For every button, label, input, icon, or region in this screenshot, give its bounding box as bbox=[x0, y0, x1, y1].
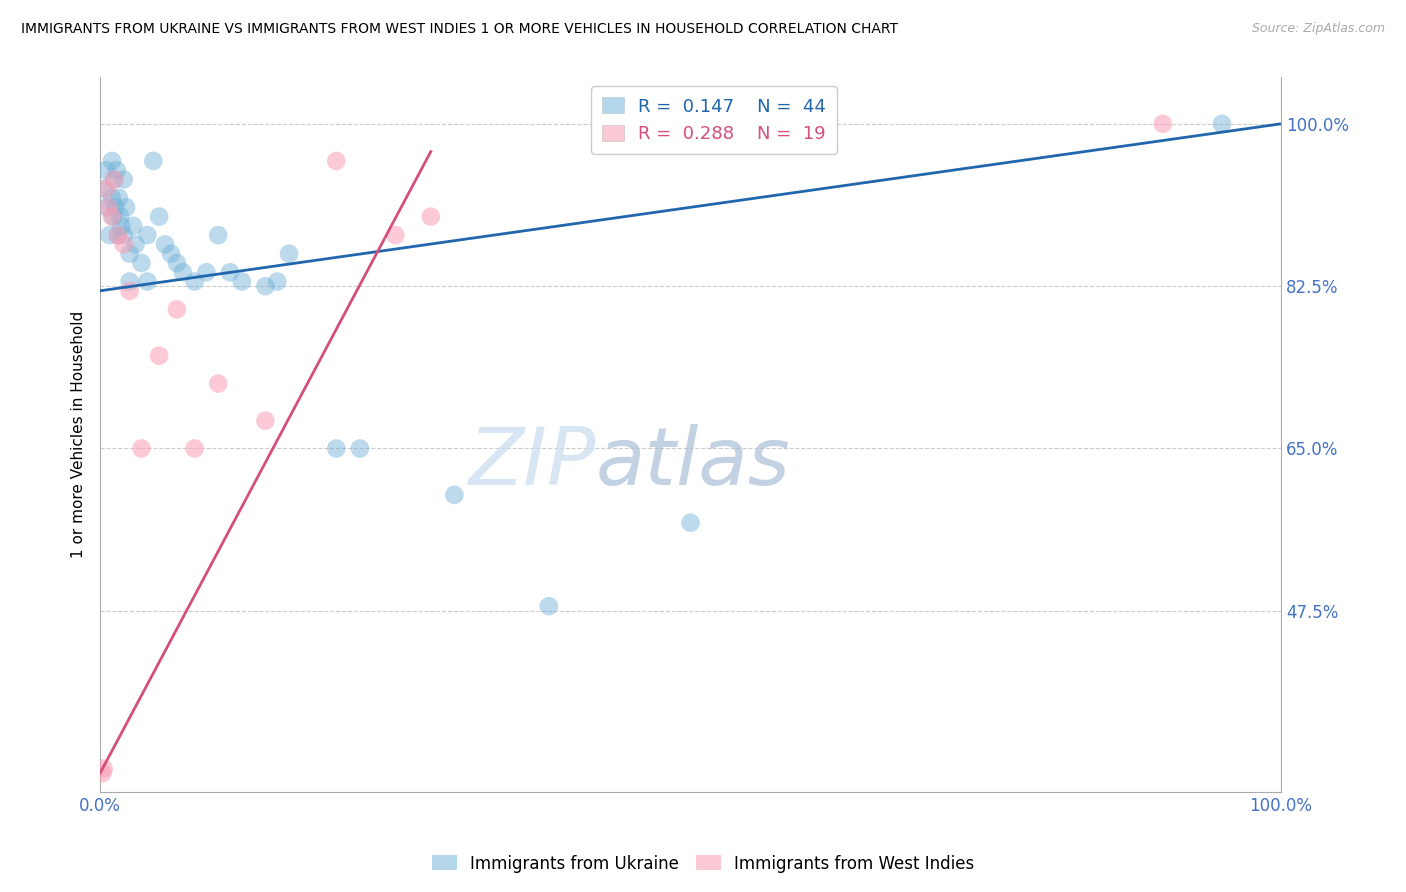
Point bbox=[1211, 117, 1233, 131]
Point bbox=[443, 488, 465, 502]
Point bbox=[183, 275, 205, 289]
Point bbox=[266, 275, 288, 289]
Point bbox=[537, 599, 560, 614]
Legend: Immigrants from Ukraine, Immigrants from West Indies: Immigrants from Ukraine, Immigrants from… bbox=[425, 848, 981, 880]
Point bbox=[254, 414, 277, 428]
Point bbox=[105, 163, 128, 178]
Point bbox=[325, 442, 347, 456]
Point bbox=[118, 275, 141, 289]
Point bbox=[349, 442, 371, 456]
Point bbox=[118, 246, 141, 260]
Point bbox=[325, 153, 347, 168]
Point bbox=[207, 376, 229, 391]
Point bbox=[96, 200, 118, 214]
Point bbox=[153, 237, 176, 252]
Point bbox=[136, 275, 159, 289]
Point bbox=[93, 762, 115, 776]
Point bbox=[148, 210, 170, 224]
Point bbox=[94, 163, 117, 178]
Point bbox=[107, 228, 129, 243]
Point bbox=[104, 200, 127, 214]
Point bbox=[94, 182, 117, 196]
Point bbox=[231, 275, 253, 289]
Point bbox=[254, 279, 277, 293]
Y-axis label: 1 or more Vehicles in Household: 1 or more Vehicles in Household bbox=[72, 311, 86, 558]
Text: IMMIGRANTS FROM UKRAINE VS IMMIGRANTS FROM WEST INDIES 1 OR MORE VEHICLES IN HOU: IMMIGRANTS FROM UKRAINE VS IMMIGRANTS FR… bbox=[21, 22, 898, 37]
Point bbox=[195, 265, 218, 279]
Point bbox=[131, 256, 153, 270]
Text: atlas: atlas bbox=[596, 424, 790, 502]
Point bbox=[278, 246, 301, 260]
Point bbox=[110, 219, 132, 233]
Point bbox=[679, 516, 702, 530]
Point bbox=[122, 219, 145, 233]
Point bbox=[142, 153, 165, 168]
Legend: R =  0.147    N =  44, R =  0.288    N =  19: R = 0.147 N = 44, R = 0.288 N = 19 bbox=[592, 87, 837, 153]
Point bbox=[384, 228, 406, 243]
Point bbox=[172, 265, 194, 279]
Text: Source: ZipAtlas.com: Source: ZipAtlas.com bbox=[1251, 22, 1385, 36]
Point bbox=[97, 200, 120, 214]
Point bbox=[98, 228, 121, 243]
Text: ZIP: ZIP bbox=[468, 424, 596, 502]
Point bbox=[112, 172, 135, 186]
Point bbox=[115, 200, 138, 214]
Point bbox=[101, 191, 124, 205]
Point bbox=[148, 349, 170, 363]
Point bbox=[1152, 117, 1174, 131]
Point bbox=[112, 228, 135, 243]
Point bbox=[166, 302, 188, 317]
Point bbox=[124, 237, 146, 252]
Point bbox=[183, 442, 205, 456]
Point bbox=[112, 237, 135, 252]
Point bbox=[160, 246, 183, 260]
Point bbox=[91, 766, 114, 780]
Point bbox=[107, 228, 129, 243]
Point bbox=[108, 210, 131, 224]
Point bbox=[108, 191, 131, 205]
Point bbox=[118, 284, 141, 298]
Point bbox=[166, 256, 188, 270]
Point bbox=[101, 153, 124, 168]
Point bbox=[219, 265, 242, 279]
Point bbox=[419, 210, 441, 224]
Point bbox=[207, 228, 229, 243]
Point bbox=[94, 182, 117, 196]
Point bbox=[136, 228, 159, 243]
Point bbox=[101, 210, 124, 224]
Point bbox=[101, 210, 124, 224]
Point bbox=[103, 172, 125, 186]
Point bbox=[103, 172, 125, 186]
Point bbox=[131, 442, 153, 456]
